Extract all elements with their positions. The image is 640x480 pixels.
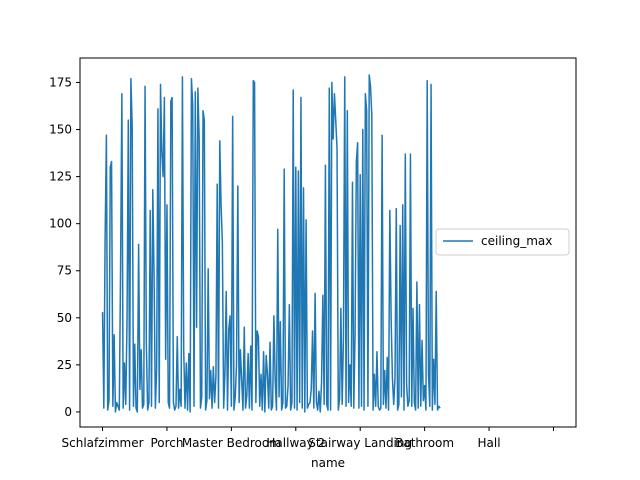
y-tick-label: 175	[49, 75, 72, 89]
x-tick-label: Hallway 2	[266, 436, 325, 450]
y-tick-label: 75	[57, 264, 72, 278]
x-tick-label: Stairway Landing	[308, 436, 412, 450]
x-tick-label: Master Bedroom	[182, 436, 281, 450]
y-tick-label: 125	[49, 170, 72, 184]
y-axis: 0 25 50 75 100 125 150 175	[49, 75, 80, 419]
y-tick-label: 100	[49, 217, 72, 231]
y-tick-label: 25	[57, 358, 72, 372]
plot-area	[101, 74, 441, 413]
series-line-ceiling-max	[101, 74, 441, 413]
x-tick-label: Schlafzimmer	[62, 436, 144, 450]
y-tick-label: 50	[57, 311, 72, 325]
y-tick-label: 150	[49, 123, 72, 137]
y-tick-label: 0	[64, 405, 72, 419]
legend-box	[435, 228, 570, 256]
axes-frame	[79, 57, 577, 428]
legend: ceiling_max	[435, 228, 570, 256]
x-axis-title: name	[311, 456, 345, 470]
x-tick-label: Hall	[478, 436, 501, 450]
x-tick-label: Bathroom	[395, 436, 454, 450]
legend-label-ceiling-max: ceiling_max	[481, 234, 552, 248]
x-tick-label: Porch	[150, 436, 183, 450]
